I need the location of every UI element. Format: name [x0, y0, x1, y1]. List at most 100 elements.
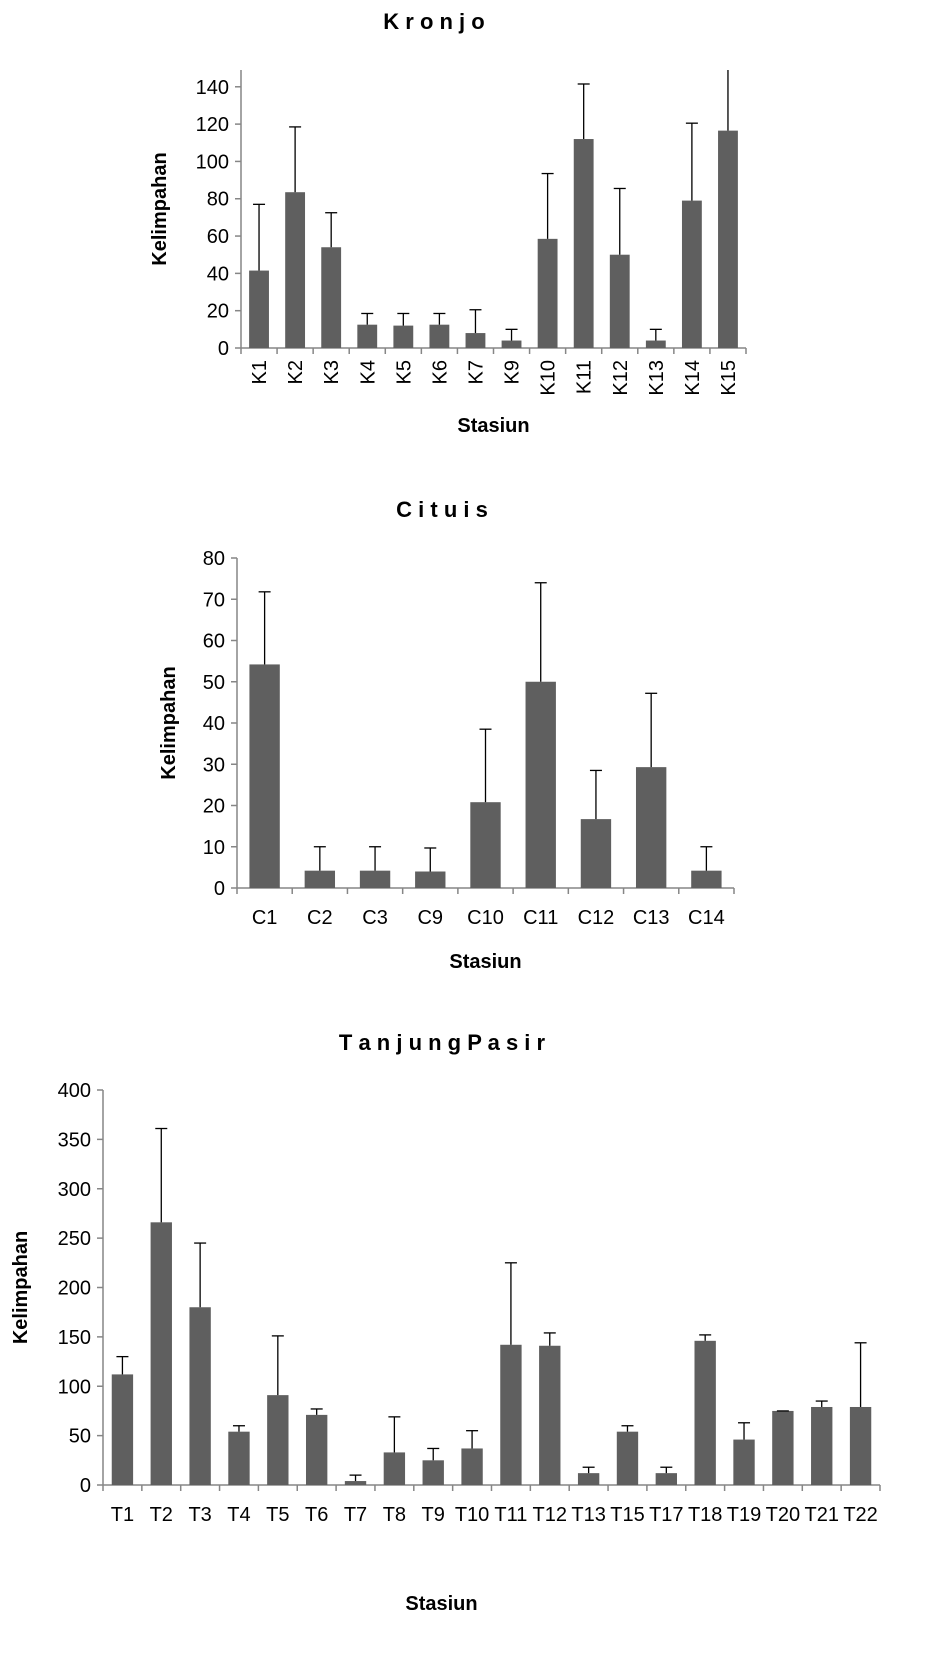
bar-t4	[228, 1431, 250, 1485]
bar-t18	[694, 1340, 716, 1485]
y-axis-title: Kelimpahan	[149, 152, 171, 265]
x-tick-label: C2	[307, 907, 333, 929]
y-tick-label: 20	[203, 796, 225, 818]
x-tick-label: T21	[804, 1504, 838, 1526]
x-tick-label: T15	[610, 1504, 644, 1526]
x-tick-label: K13	[646, 360, 668, 396]
y-tick-label: 0	[80, 1475, 91, 1497]
x-tick-label: K12	[610, 360, 632, 396]
x-tick-label: K11	[574, 360, 596, 394]
y-tick-label: 50	[203, 672, 225, 694]
x-tick-label: T13	[571, 1504, 605, 1526]
y-tick-label: 50	[69, 1426, 91, 1448]
x-tick-label: K14	[682, 360, 704, 396]
y-tick-label: 400	[58, 1080, 91, 1102]
y-tick-label: 120	[196, 114, 229, 136]
x-tick-label: T8	[383, 1504, 406, 1526]
x-tick-label: C10	[467, 907, 504, 929]
y-axis-title: Kelimpahan	[158, 666, 180, 779]
x-tick-label: K10	[538, 360, 560, 396]
x-tick-label: T18	[688, 1504, 722, 1526]
x-tick-label: C14	[688, 907, 725, 929]
y-tick-label: 80	[203, 548, 225, 570]
x-tick-label: T10	[455, 1504, 489, 1526]
x-axis-title: Stasiun	[405, 1593, 477, 1615]
bar-k13	[645, 340, 666, 348]
x-axis-title: Stasiun	[457, 415, 529, 437]
x-tick-label: T9	[422, 1504, 445, 1526]
bar-k9	[501, 340, 522, 348]
x-tick-label: T7	[344, 1504, 367, 1526]
x-tick-label: C9	[417, 907, 443, 929]
bar-t3	[189, 1307, 211, 1485]
bar-k15	[718, 130, 738, 348]
x-tick-label: T4	[227, 1504, 250, 1526]
x-tick-label: K5	[393, 360, 415, 384]
bar-t20	[772, 1410, 794, 1485]
x-tick-label: C1	[252, 907, 278, 929]
bar-t6	[305, 1414, 328, 1485]
x-tick-label: C13	[633, 907, 670, 929]
x-tick-label: K2	[285, 360, 307, 384]
bar-c1	[249, 664, 280, 888]
bar-k1	[249, 270, 269, 348]
x-tick-label: T17	[649, 1504, 683, 1526]
bar-c14	[691, 870, 722, 888]
bar-k4	[357, 324, 378, 348]
bar-k3	[321, 247, 342, 348]
chart-title: C i t u i s	[396, 497, 488, 522]
y-tick-label: 40	[203, 713, 225, 735]
y-tick-label: 30	[203, 754, 225, 776]
x-axis-title: Stasiun	[449, 951, 521, 973]
y-tick-label: 350	[58, 1129, 91, 1151]
x-tick-label: K7	[465, 360, 487, 384]
y-tick-label: 0	[214, 878, 225, 900]
y-tick-label: 200	[58, 1278, 91, 1300]
bar-t21	[811, 1406, 833, 1485]
bar-t15	[616, 1431, 639, 1485]
bar-c11	[525, 681, 556, 888]
bar-k2	[285, 192, 306, 348]
bar-t1	[111, 1374, 134, 1485]
y-tick-label: 100	[196, 151, 229, 173]
y-tick-label: 300	[58, 1179, 91, 1201]
x-tick-label: T11	[494, 1504, 527, 1526]
bar-c3	[359, 870, 391, 888]
y-tick-label: 140	[196, 77, 229, 99]
chart-cituis: C i t u i s 0 10 20 30 40 50 60 70 80 C1 C2 C3 C9 C10 C…	[158, 497, 735, 973]
bar-c10	[470, 802, 501, 888]
bar-k10	[537, 238, 558, 348]
x-tick-label: T20	[766, 1504, 800, 1526]
x-tick-label: K1	[249, 360, 271, 384]
bar-t9	[422, 1460, 444, 1485]
bar-c12	[580, 819, 612, 888]
y-tick-label: 40	[207, 263, 229, 285]
chart-title: K r o n j o	[383, 9, 484, 34]
x-tick-label: T3	[188, 1504, 211, 1526]
bar-t5	[267, 1395, 289, 1485]
y-tick-label: 250	[58, 1228, 91, 1250]
bar-t10	[461, 1448, 483, 1485]
x-tick-label: C3	[362, 907, 388, 929]
x-tick-label: T2	[150, 1504, 173, 1526]
bar-c2	[304, 870, 336, 888]
y-tick-label: 60	[203, 631, 225, 653]
bar-t7	[344, 1481, 367, 1485]
x-tick-label: K15	[718, 360, 740, 396]
x-tick-label: K9	[502, 360, 524, 384]
bar-t22	[849, 1406, 872, 1485]
x-tick-label: C11	[523, 907, 558, 929]
bar-k12	[609, 254, 630, 348]
bar-k5	[393, 325, 414, 348]
y-tick-label: 0	[218, 338, 229, 360]
chart-title: T a n j u n g P a s i r	[339, 1030, 546, 1055]
y-tick-label: 80	[207, 189, 229, 211]
bar-t2	[150, 1222, 172, 1485]
bar-t13	[577, 1473, 600, 1485]
bar-t17	[655, 1473, 678, 1485]
bar-k7	[465, 333, 486, 348]
bar-t12	[539, 1345, 561, 1485]
bar-c13	[635, 767, 667, 888]
bar-t8	[383, 1452, 406, 1485]
chart-tanjung-pasir: T a n j u n g P a s i r 0 50 100 150 200 250 30…	[10, 1030, 881, 1615]
